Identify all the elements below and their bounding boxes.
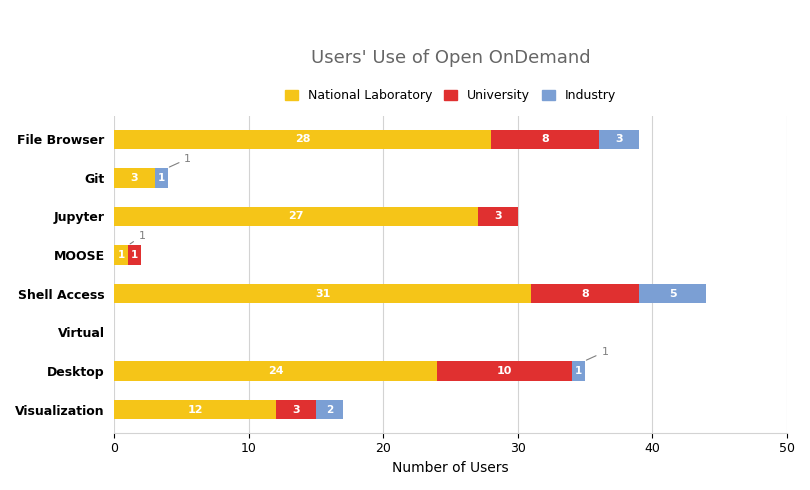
Text: 1: 1: [117, 250, 125, 260]
Bar: [155, 168, 168, 188]
Text: 3: 3: [292, 405, 300, 415]
Text: 5: 5: [669, 289, 676, 299]
Text: 1: 1: [131, 250, 139, 260]
Legend: National Laboratory, University, Industry: National Laboratory, University, Industr…: [280, 84, 621, 107]
Text: 12: 12: [187, 405, 202, 415]
Text: 1: 1: [169, 154, 191, 167]
Text: 3: 3: [130, 173, 139, 183]
Text: 2: 2: [326, 405, 333, 415]
Bar: [114, 400, 275, 419]
Text: 28: 28: [295, 134, 310, 144]
Text: 1: 1: [575, 366, 582, 376]
Bar: [275, 400, 316, 419]
Bar: [639, 284, 706, 303]
Bar: [114, 284, 531, 303]
Bar: [114, 361, 437, 381]
X-axis label: Number of Users: Number of Users: [392, 461, 509, 475]
Text: 31: 31: [315, 289, 330, 299]
Title: Users' Use of Open OnDemand: Users' Use of Open OnDemand: [311, 49, 590, 67]
Bar: [491, 129, 599, 149]
Bar: [531, 284, 639, 303]
Bar: [114, 245, 128, 265]
Text: 3: 3: [494, 212, 501, 221]
Text: 10: 10: [497, 366, 512, 376]
Bar: [437, 361, 572, 381]
Bar: [114, 207, 478, 226]
Text: 1: 1: [586, 347, 608, 360]
Text: 1: 1: [130, 231, 146, 244]
Bar: [316, 400, 343, 419]
Text: 27: 27: [288, 212, 304, 221]
Bar: [599, 129, 639, 149]
Bar: [114, 168, 155, 188]
Bar: [478, 207, 518, 226]
Text: 8: 8: [541, 134, 548, 144]
Bar: [114, 129, 491, 149]
Text: 3: 3: [615, 134, 623, 144]
Bar: [128, 245, 141, 265]
Text: 24: 24: [268, 366, 284, 376]
Bar: [572, 361, 585, 381]
Text: 8: 8: [582, 289, 589, 299]
Text: 1: 1: [158, 173, 165, 183]
